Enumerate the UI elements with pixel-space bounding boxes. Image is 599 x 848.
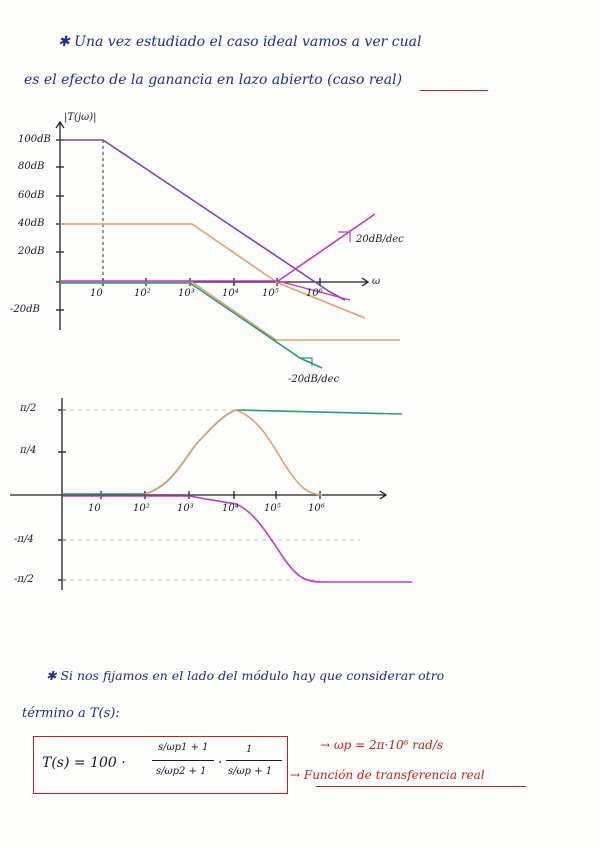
slope-up-label: 20dB/dec	[356, 234, 404, 245]
phase-xtick-10: 10	[88, 503, 101, 514]
mag-ytick-20: 20dB	[18, 246, 45, 257]
mag-xlabel: ω	[372, 276, 381, 287]
mag-xtick-1e4: 10⁴	[222, 288, 239, 299]
transfer-function-box	[33, 736, 288, 794]
mag-ytick-40: 40dB	[18, 218, 45, 229]
mag-ylabel: |T(jω)|	[64, 112, 97, 123]
intro-line-1: ✱ Una vez estudiado el caso ideal vamos …	[58, 34, 422, 50]
dot-operator: ·	[218, 755, 223, 771]
phase-xtick-1e5: 10⁵	[264, 503, 281, 514]
mag-xtick-1e6: 10⁶	[306, 288, 323, 299]
mag-ytick-minus20: -20dB	[10, 304, 40, 315]
phase-ytick-pi4: π/4	[20, 445, 37, 456]
phase-green-curve	[62, 409, 403, 495]
mag-ytick-60: 60dB	[18, 190, 45, 201]
mag-xtick-1e3: 10³	[178, 288, 195, 299]
slope-down-label: -20dB/dec	[288, 374, 340, 385]
real-transfer-underline	[316, 786, 526, 787]
phase-magenta-curve	[62, 495, 412, 583]
mag-ytick-100: 100dB	[18, 134, 51, 145]
phase-xtick-1e4: 10⁴	[222, 503, 239, 514]
mag-xtick-100: 10²	[134, 288, 151, 299]
mag-orange-low	[60, 281, 400, 341]
mag-ytick-80: 80dB	[18, 161, 45, 172]
mag-xtick-10: 10	[90, 288, 103, 299]
real-transfer-note: → Función de transferencia real	[290, 768, 485, 782]
frac2-denominator: s/ωp + 1	[228, 766, 273, 777]
frac1-numerator: s/ωp1 + 1	[158, 742, 209, 753]
phase-xtick-1e6: 10⁶	[308, 503, 325, 514]
phase-orange-curve	[144, 409, 323, 496]
phase-xtick-1e3: 10³	[177, 503, 194, 514]
phase-xtick-100: 10²	[133, 503, 150, 514]
frac1-denominator: s/ωp2 + 1	[156, 766, 207, 777]
phase-ytick-minus-pi4: -π/4	[14, 534, 34, 545]
frac2-bar	[226, 760, 282, 761]
body-line-4: término a T(s):	[22, 706, 120, 721]
mag-green-curve	[60, 282, 323, 369]
mag-orange-curve	[60, 223, 366, 319]
formula-lhs: T(s) = 100 ·	[42, 755, 126, 771]
body-line-3: ✱ Si nos fijamos en el lado del módulo h…	[46, 668, 445, 683]
phase-ytick-minus-pi2: -π/2	[14, 574, 34, 585]
caso-real-underline	[420, 90, 488, 91]
phase-ytick-pi2: π/2	[20, 403, 37, 414]
frac2-numerator: 1	[246, 744, 253, 755]
mag-xtick-1e5: 10⁵	[262, 288, 279, 299]
intro-line-2: es el efecto de la ganancia en lazo abie…	[24, 72, 403, 88]
frac1-bar	[152, 760, 214, 761]
omega-p-note: → ωp = 2π·10⁶ rad/s	[320, 738, 444, 752]
